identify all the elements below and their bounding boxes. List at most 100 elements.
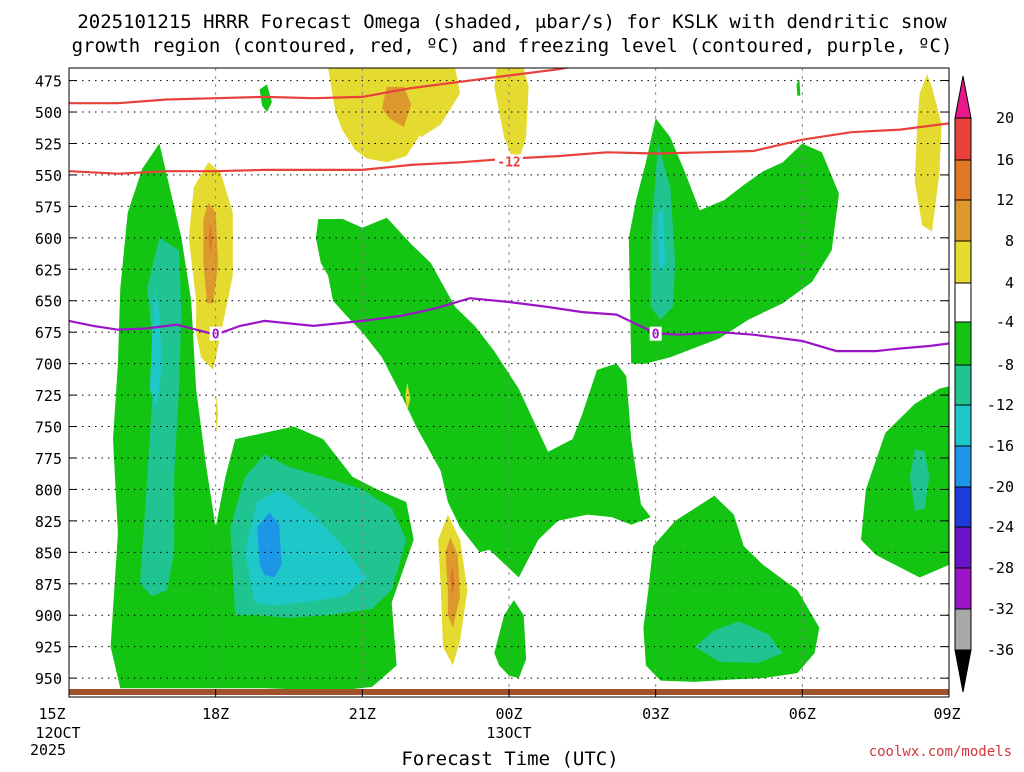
colorbar-segment-neg32_neg28 (954, 567, 972, 610)
colorbar-label-5: -4 (996, 313, 1014, 331)
contour-label-bg-0 (495, 154, 523, 169)
colorbar-label-3: 8 (1005, 232, 1014, 250)
omega-region-5 (861, 386, 949, 578)
colorbar-label-0: 20 (996, 109, 1014, 127)
omega-region-15 (658, 210, 666, 274)
omega-region-13 (149, 288, 162, 408)
colorbar-label-2: 12 (996, 191, 1014, 209)
y-tick-label-775: 775 (35, 450, 62, 468)
omega-region-12 (909, 449, 930, 511)
contour-freezing-level (69, 297, 949, 353)
y-tick-label-750: 750 (35, 419, 62, 437)
y-tick-label-950: 950 (35, 670, 62, 688)
omega-region-29 (450, 564, 455, 597)
colorbar-segment-8_12 (954, 199, 972, 242)
colorbar-segment-neg20_neg16 (954, 445, 972, 488)
colorbar-label-10: -24 (987, 518, 1014, 536)
colorbar: 20 16 12 8 4 -4 -8 -12 -16 -20 -24 -28 -32 -36 (954, 75, 1014, 693)
x-tick-label-21Z: 21Z (349, 705, 376, 723)
x-tick-label-03Z: 03Z (642, 705, 669, 723)
colorbar-bottom-arrow (954, 649, 972, 693)
colorbar-label-4: 4 (1005, 274, 1014, 292)
y-tick-label-875: 875 (35, 576, 62, 594)
x-tick-year-15Z: 2025 (30, 741, 66, 759)
contour-label-1: 0 (212, 328, 220, 343)
x-tick-date-00Z: 13OCT (486, 724, 531, 742)
y-tick-label-550: 550 (35, 167, 62, 185)
colorbar-top-arrow (954, 75, 972, 119)
y-tick-label-925: 925 (35, 639, 62, 657)
colorbar-segment-16_20 (954, 117, 972, 161)
colorbar-segment-12_16 (954, 159, 972, 201)
omega-region-8 (139, 237, 182, 597)
contour-label-bg-2 (649, 326, 662, 341)
x-tick-label-15Z: 15Z (38, 705, 65, 723)
colorbar-label-13: -36 (987, 641, 1014, 659)
credit-text: coolwx.com/models (869, 744, 1012, 760)
omega-region-4 (643, 495, 820, 682)
omega-region-3 (628, 118, 839, 364)
colorbar-label-6: -8 (996, 356, 1014, 374)
colorbar-segment-neg36_neg32 (954, 608, 972, 651)
colorbar-segment-neg8_neg4 (954, 321, 972, 366)
y-axis: 475 500 525 550 575 600 625 650 675 700 725 750 775 8… (35, 73, 949, 688)
colorbar-label-9: -20 (987, 478, 1014, 496)
omega-region-16 (257, 512, 282, 578)
colorbar-segment-neg12_neg8 (954, 364, 972, 406)
contour-label-2: 0 (652, 328, 660, 343)
y-tick-label-700: 700 (35, 356, 62, 374)
omega-region-7 (796, 79, 801, 96)
y-tick-label-625: 625 (35, 261, 62, 279)
omega-region-1 (315, 217, 651, 578)
x-axis-title: Forecast Time (UTC) (401, 748, 618, 768)
omega-region-19 (328, 68, 436, 163)
colorbar-segment-neg24_neg20 (954, 486, 972, 528)
colorbar-segment-4_8 (954, 240, 972, 284)
colorbar-label-1: 16 (996, 151, 1014, 169)
contour-label-bg-1 (209, 326, 222, 341)
y-tick-label-575: 575 (35, 198, 62, 216)
chart-title-line-1: 2025101215 HRRR Forecast Omega (shaded, … (77, 11, 947, 33)
contour-label-0: -12 (497, 155, 520, 170)
colorbar-segment-neg4_4 (954, 282, 972, 323)
omega-region-11 (694, 621, 783, 663)
omega-region-18 (494, 68, 529, 169)
omega-region-23 (215, 395, 219, 433)
omega-region-22 (405, 382, 411, 412)
omega-region-14 (245, 489, 368, 606)
y-tick-label-525: 525 (35, 135, 62, 153)
colorbar-label-12: -32 (987, 600, 1014, 618)
y-tick-label-600: 600 (35, 230, 62, 248)
y-tick-label-725: 725 (35, 387, 62, 405)
contour-labels: -12 0 0 (209, 154, 662, 343)
colorbar-segment-neg16_neg12 (954, 404, 972, 447)
omega-region-25 (381, 86, 412, 128)
y-tick-label-650: 650 (35, 293, 62, 311)
colorbar-segment-neg28_neg24 (954, 526, 972, 569)
y-tick-label-475: 475 (35, 73, 62, 91)
omega-region-2 (494, 600, 527, 679)
y-tick-label-500: 500 (35, 104, 62, 122)
colorbar-label-8: -16 (987, 437, 1014, 455)
omega-region-20 (914, 74, 942, 232)
y-tick-label-900: 900 (35, 607, 62, 625)
grid-lines (69, 68, 949, 697)
x-tick-label-00Z: 00Z (495, 705, 522, 723)
y-tick-label-800: 800 (35, 481, 62, 499)
y-tick-label-850: 850 (35, 544, 62, 562)
y-tick-label-675: 675 (35, 324, 62, 342)
colorbar-label-7: -12 (987, 396, 1014, 414)
y-tick-label-825: 825 (35, 513, 62, 531)
omega-shading (110, 68, 949, 691)
x-tick-label-09Z: 09Z (933, 705, 960, 723)
x-tick-label-06Z: 06Z (789, 705, 816, 723)
colorbar-label-11: -28 (987, 559, 1014, 577)
omega-region-28 (208, 222, 213, 253)
omega-region-6 (259, 84, 272, 112)
omega-region-26 (203, 202, 219, 304)
x-tick-date-15Z: 12OCT (35, 724, 80, 742)
contour-dendritic-upper (69, 68, 572, 105)
